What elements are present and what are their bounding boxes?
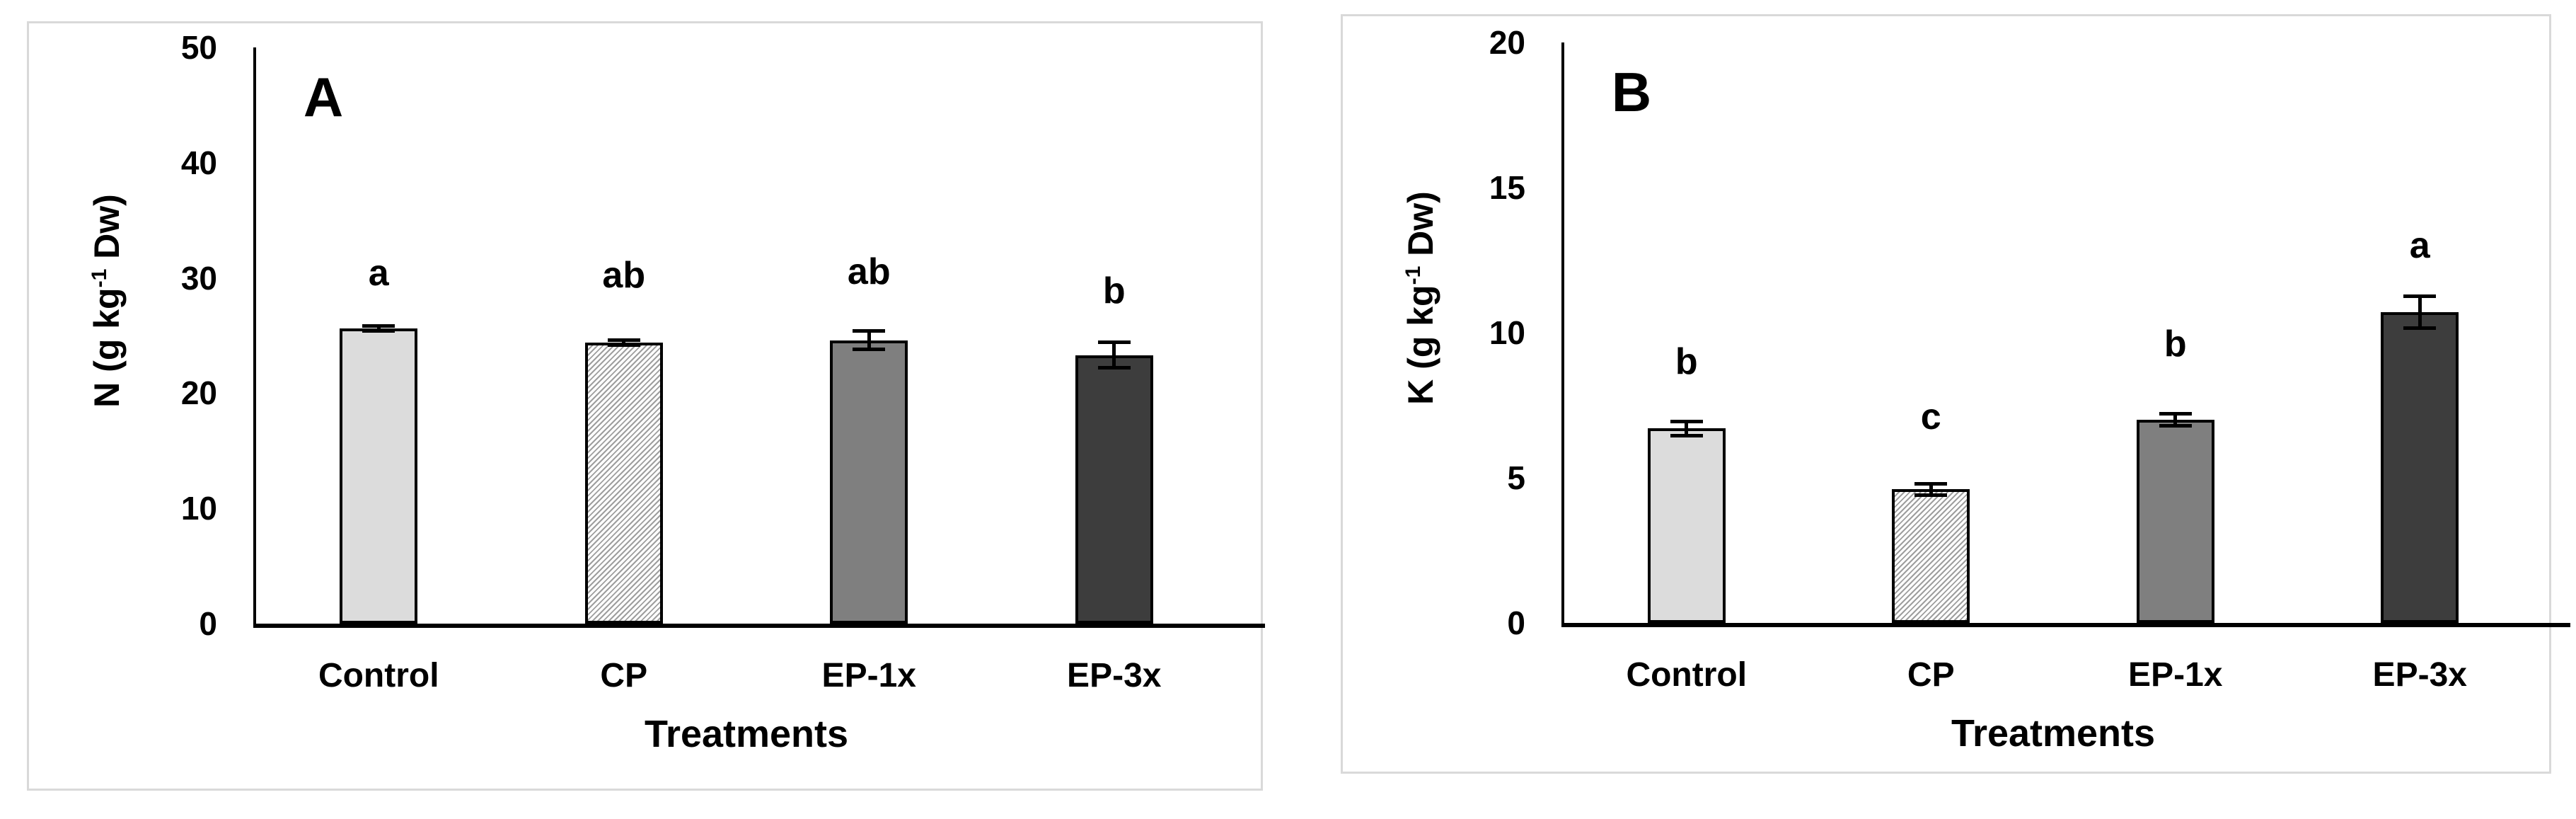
x-category-label: CP	[1907, 656, 1955, 694]
significance-letter: ab	[847, 251, 891, 293]
error-bar-cap-top	[1914, 481, 1948, 486]
error-bar-cap-top	[1670, 419, 1703, 423]
x-axis-title: Treatments	[1951, 712, 2156, 755]
significance-letter: c	[1920, 396, 1941, 437]
y-tick-label: 10	[180, 490, 217, 527]
significance-letter: ab	[602, 255, 646, 297]
error-bar-cap-top	[2403, 294, 2437, 299]
y-tick-label: 15	[1489, 169, 1525, 206]
error-bar-cap-bottom	[853, 348, 886, 352]
error-bar-line	[1685, 421, 1689, 436]
x-category-label: EP-3x	[1067, 657, 1162, 694]
significance-letter: a	[2409, 225, 2430, 266]
y-tick-label: 20	[180, 374, 217, 412]
error-bar-line	[376, 326, 381, 331]
significance-letter: b	[2164, 323, 2187, 365]
error-bar-line	[1929, 483, 1933, 496]
panel-letter: B	[1611, 61, 1652, 123]
chart-panel-a: N (g kg-1 Dw) A 0 10 20 30 40 50 a Control ab CP ab E…	[27, 21, 1265, 791]
bar-ep-3x	[2381, 312, 2459, 623]
significance-letter: a	[368, 253, 389, 294]
y-axis-title-suffix: Dw)	[86, 194, 127, 269]
x-axis-line	[253, 624, 1265, 628]
x-category-label: EP-3x	[2372, 656, 2467, 694]
error-bar-line	[622, 340, 626, 345]
x-category-label: CP	[600, 657, 648, 694]
error-bar-cap-top	[853, 328, 886, 333]
x-axis-line	[1561, 623, 2570, 627]
bar-control	[340, 328, 418, 624]
error-bar-line	[1112, 342, 1116, 368]
error-bar-cap-top	[2159, 412, 2192, 416]
bar-ep-1x	[2136, 420, 2214, 623]
bar-cp	[584, 342, 663, 624]
x-category-label: EP-1x	[2128, 656, 2223, 694]
y-tick-label: 0	[199, 605, 217, 642]
panel-letter: A	[303, 66, 344, 128]
x-category-label: Control	[1626, 656, 1748, 694]
error-bar-cap-bottom	[362, 328, 395, 333]
bar-cp	[1892, 489, 1970, 623]
y-tick-label: 20	[1489, 24, 1525, 61]
bar-control	[1647, 428, 1726, 623]
x-category-label: EP-1x	[821, 657, 916, 694]
y-tick-label: 0	[1507, 605, 1525, 641]
y-axis-title-superscript: -1	[1402, 265, 1426, 285]
y-axis-line	[253, 47, 256, 626]
y-tick-label: 10	[1489, 314, 1525, 351]
error-bar-line	[867, 331, 871, 350]
error-bar-cap-bottom	[2159, 423, 2192, 428]
significance-letter: b	[1675, 341, 1698, 382]
x-category-label: Control	[318, 657, 439, 694]
error-bar-cap-top	[362, 324, 395, 328]
y-axis-title: K (g kg-1 Dw)	[1394, 191, 1440, 405]
y-tick-label: 5	[1507, 459, 1525, 496]
significance-letter: b	[1102, 270, 1126, 311]
error-bar-line	[2418, 296, 2422, 328]
error-bar-line	[2173, 413, 2178, 426]
error-bar-cap-bottom	[2403, 326, 2437, 331]
error-bar-cap-top	[607, 338, 640, 342]
error-bar-cap-bottom	[1097, 366, 1131, 370]
y-tick-label: 30	[180, 259, 217, 297]
error-bar-cap-bottom	[607, 343, 640, 347]
bar-ep-1x	[830, 340, 908, 624]
error-bar-cap-bottom	[1670, 434, 1703, 438]
chart-panel-b: K (g kg-1 Dw) B 0 5 10 15 20 b Control c CP b EP-1x a…	[1341, 14, 2570, 774]
bar-ep-3x	[1075, 355, 1153, 624]
y-axis-line	[1561, 42, 1564, 626]
y-tick-label: 50	[180, 29, 217, 66]
error-bar-cap-top	[1097, 340, 1131, 345]
y-tick-label: 40	[180, 144, 217, 181]
error-bar-cap-bottom	[1914, 493, 1948, 498]
x-axis-title: Treatments	[644, 713, 849, 755]
